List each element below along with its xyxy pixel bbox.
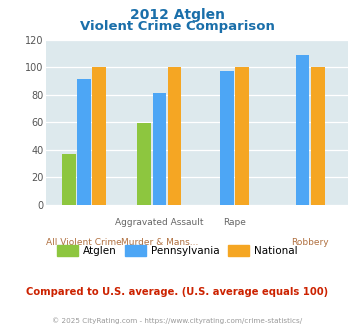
Text: Robbery: Robbery <box>291 238 329 247</box>
Text: 2012 Atglen: 2012 Atglen <box>130 8 225 22</box>
Bar <box>137 123 151 205</box>
Bar <box>220 71 234 205</box>
Text: Violent Crime Comparison: Violent Crime Comparison <box>80 20 275 33</box>
Bar <box>168 67 181 205</box>
Text: Compared to U.S. average. (U.S. average equals 100): Compared to U.S. average. (U.S. average … <box>26 287 329 297</box>
Text: All Violent Crime: All Violent Crime <box>46 238 122 247</box>
Bar <box>235 67 249 205</box>
Text: © 2025 CityRating.com - https://www.cityrating.com/crime-statistics/: © 2025 CityRating.com - https://www.city… <box>53 317 302 324</box>
Bar <box>311 67 324 205</box>
Bar <box>77 80 91 205</box>
Text: Aggravated Assault: Aggravated Assault <box>115 218 203 227</box>
Text: Murder & Mans...: Murder & Mans... <box>121 238 198 247</box>
Bar <box>62 154 76 205</box>
Bar <box>296 55 310 205</box>
Bar <box>92 67 106 205</box>
Text: Rape: Rape <box>223 218 246 227</box>
Legend: Atglen, Pennsylvania, National: Atglen, Pennsylvania, National <box>53 241 302 260</box>
Bar <box>153 93 166 205</box>
